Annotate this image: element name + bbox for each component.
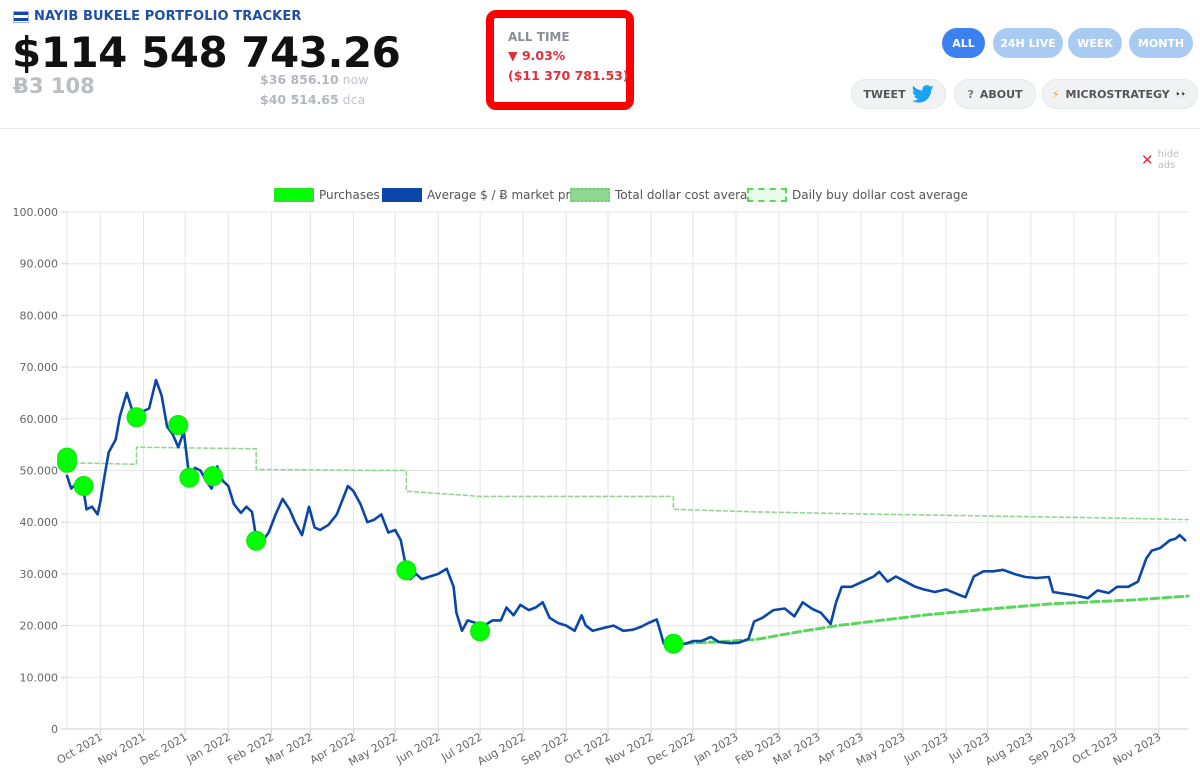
legend-item-daily-dca[interactable]: Daily buy dollar cost average [747,188,968,202]
x-tick-label: Sep 2022 [519,730,571,767]
x-tick-label: Nov 2023 [1111,730,1163,768]
purchase-point [57,447,77,468]
range-month-button[interactable]: MONTH [1129,28,1193,58]
range-week-button[interactable]: WEEK [1068,28,1122,58]
purchase-point [663,633,684,654]
price-dca: $40 514.65 dca [260,92,365,107]
legend-item-total-dca[interactable]: Total dollar cost average [570,188,762,202]
all-time-percent: ▼ 9.03% [508,48,566,63]
purchase-point [246,530,267,551]
x-tick-label: Aug 2022 [475,730,527,768]
chart-grid [66,211,1188,730]
legend-label-daily-dca: Daily buy dollar cost average [792,188,968,202]
legend-label-total-dca: Total dollar cost average [615,188,763,202]
price-now-value: $36 856.10 [260,72,339,87]
header: NAYIB BUKELE PORTFOLIO TRACKER $114 548 … [0,0,1200,129]
y-tick-label: 0 [51,723,58,736]
y-tick-label: 70.000 [20,361,59,374]
all-time-highlight [486,10,634,110]
legend-label-purchases: Purchases [319,188,380,202]
y-tick-label: 30.000 [20,568,59,581]
legend-swatch-total-dca [570,188,610,202]
about-button[interactable]: ? ABOUT [954,79,1036,109]
legend-item-purchases[interactable]: Purchases [274,188,380,202]
y-axis: 0 10.000 20.000 30.000 40.000 50.000 60.000 70.… [13,206,67,736]
question-icon: ? [967,87,974,101]
microstrategy-label: MICROSTRATEGY [1065,87,1170,101]
market-price-line [65,378,1187,646]
x-tick-label: Dec 2021 [138,730,190,768]
all-time-usd: ($11 370 781.53) [508,68,629,83]
y-tick-label: 90.000 [20,258,59,271]
legend-item-market-price[interactable]: Average $ / Ƀ market price [382,188,588,202]
legend-label-market-price: Average $ / Ƀ market price [427,188,588,202]
el-salvador-flag-icon [13,10,29,23]
price-dca-value: $40 514.65 [260,92,339,107]
purchase-point [168,415,189,436]
y-tick-label: 60.000 [20,413,59,426]
chart-series [65,378,1190,646]
purchase-point [396,560,417,581]
btc-holdings: Ƀ3 108 [13,74,95,98]
about-label: ABOUT [979,87,1023,101]
tweet-label: TWEET [863,87,906,101]
twitter-bird-icon [911,85,934,103]
y-tick-label: 10.000 [20,671,59,684]
range-all-button[interactable]: ALL [942,28,985,58]
x-tick-label: Jun 2023 [901,730,951,766]
price-now: $36 856.10 now [260,72,368,87]
microstrategy-button[interactable]: ⚡ MICROSTRATEGY 👀 [1042,79,1198,109]
legend-swatch-purchases [274,188,314,202]
y-tick-label: 80.000 [20,309,59,322]
x-tick-label: Sep 2023 [1027,730,1079,767]
price-dca-label: dca [338,92,366,107]
y-tick-label: 100.000 [13,206,59,219]
y-tick-label: 50.000 [20,465,59,478]
price-now-label: now [338,72,369,87]
purchase-points [57,407,684,654]
daily-dca-line [671,594,1190,646]
x-tick-label: Jan 2022 [184,730,233,766]
brand[interactable]: NAYIB BUKELE PORTFOLIO TRACKER [13,9,301,24]
legend-swatch-daily-dca [747,188,787,202]
total-dca-line [66,446,1189,521]
hide-ads-label: hide ads [1157,149,1180,171]
close-icon: ✕ [1141,151,1154,169]
purchase-point [179,467,200,488]
y-tick-label: 40.000 [20,516,59,529]
x-tick-label: Jun 2022 [393,730,443,766]
purchase-point [470,621,491,642]
chart-legend: Purchases Average $ / Ƀ market price Tot… [0,188,1200,206]
purchase-point [126,407,147,428]
all-time-label: ALL TIME [508,30,570,44]
x-tick-label: Jan 2023 [691,730,740,766]
x-tick-label: Dec 2022 [645,730,697,768]
range-24h-live-button[interactable]: 24H LIVE [993,28,1063,58]
brand-title: NAYIB BUKELE PORTFOLIO TRACKER [34,9,302,24]
portfolio-total-value: $114 548 743.26 [12,28,401,77]
tweet-button[interactable]: TWEET [851,79,946,109]
hide-ads-link[interactable]: ✕ hide ads [1141,149,1200,171]
eyes-emoji: 👀 [1175,88,1189,100]
legend-swatch-market-price [382,188,422,202]
x-tick-label: Aug 2023 [983,730,1035,768]
purchase-point [203,466,224,487]
lightning-icon: ⚡ [1051,87,1060,101]
y-tick-label: 20.000 [20,620,59,633]
purchase-point [73,476,94,497]
